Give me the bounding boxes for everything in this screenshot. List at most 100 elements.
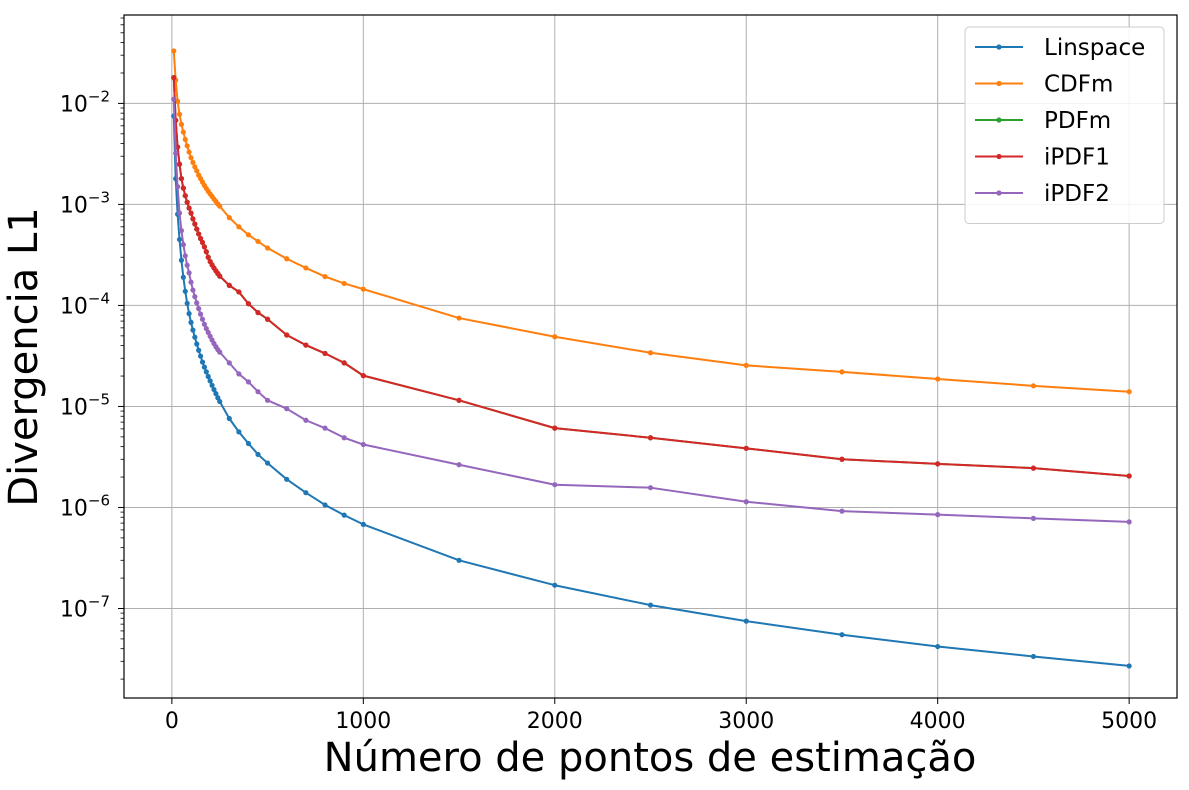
data-point-ipdf1 — [552, 426, 557, 431]
data-point-ipdf2 — [198, 312, 203, 317]
data-point-cdfm — [935, 376, 940, 381]
data-point-ipdf2 — [236, 371, 241, 376]
y-tick-label: 10−3 — [60, 188, 110, 218]
legend-label-linspace: Linspace — [1044, 35, 1145, 61]
legend-marker-ipdf1 — [996, 154, 1001, 159]
data-point-ipdf1 — [183, 193, 188, 198]
y-tick-label: 10−7 — [60, 592, 110, 622]
data-point-ipdf1 — [192, 221, 197, 226]
data-point-ipdf1 — [190, 216, 195, 221]
data-point-ipdf1 — [177, 162, 182, 167]
data-point-ipdf1 — [171, 75, 176, 80]
x-axis-title: Número de pontos de estimação — [324, 735, 977, 781]
data-point-cdfm — [265, 245, 270, 250]
data-point-cdfm — [179, 122, 184, 127]
data-point-ipdf2 — [322, 426, 327, 431]
legend-label-cdfm: CDFm — [1044, 72, 1113, 98]
data-point-ipdf2 — [284, 406, 289, 411]
data-point-ipdf1 — [185, 200, 190, 205]
data-point-ipdf2 — [227, 360, 232, 365]
data-point-cdfm — [181, 129, 186, 134]
data-point-ipdf2 — [744, 499, 749, 504]
y-axis-title: Divergencia L1 — [1, 207, 47, 506]
data-point-cdfm — [648, 350, 653, 355]
data-point-linspace — [194, 341, 199, 346]
data-point-ipdf1 — [322, 351, 327, 356]
data-point-cdfm — [361, 287, 366, 292]
legend[interactable]: Linspace CDFm PDFm iPDF1 iPDF2 — [965, 27, 1164, 224]
data-point-cdfm — [183, 137, 188, 142]
data-point-linspace — [361, 522, 366, 527]
legend-marker-pdfm — [996, 117, 1001, 122]
data-point-linspace — [255, 452, 260, 457]
data-point-ipdf1 — [204, 249, 209, 254]
data-point-ipdf2 — [303, 418, 308, 423]
data-point-ipdf1 — [227, 283, 232, 288]
x-tick-label: 2000 — [527, 709, 583, 734]
data-point-cdfm — [744, 363, 749, 368]
data-point-linspace — [744, 619, 749, 624]
data-point-ipdf2 — [361, 442, 366, 447]
legend-label-pdfm: PDFm — [1044, 108, 1111, 134]
data-point-ipdf2 — [173, 151, 178, 156]
x-tick-label: 0 — [165, 709, 179, 734]
data-point-linspace — [227, 416, 232, 421]
data-point-linspace — [284, 477, 289, 482]
data-point-linspace — [204, 369, 209, 374]
data-point-linspace — [183, 289, 188, 294]
data-point-cdfm — [217, 204, 222, 209]
data-point-ipdf2 — [265, 398, 270, 403]
data-point-ipdf1 — [342, 360, 347, 365]
data-point-ipdf1 — [265, 317, 270, 322]
data-point-linspace — [186, 311, 191, 316]
y-tick-label: 10−2 — [60, 87, 110, 117]
data-point-cdfm — [227, 215, 232, 220]
data-point-ipdf1 — [196, 231, 201, 236]
legend-marker-cdfm — [996, 81, 1001, 86]
data-point-ipdf2 — [190, 287, 195, 292]
data-point-ipdf2 — [196, 306, 201, 311]
data-point-ipdf2 — [192, 294, 197, 299]
data-point-linspace — [179, 258, 184, 263]
data-point-linspace — [303, 490, 308, 495]
data-point-cdfm — [177, 112, 182, 117]
data-point-ipdf2 — [194, 300, 199, 305]
data-point-ipdf2 — [217, 350, 222, 355]
data-point-ipdf1 — [194, 226, 199, 231]
x-tick-label: 3000 — [718, 709, 774, 734]
y-tick-label: 10−5 — [60, 390, 110, 420]
data-point-linspace — [1127, 663, 1132, 668]
data-point-ipdf1 — [935, 461, 940, 466]
data-point-ipdf2 — [186, 270, 191, 275]
data-point-linspace — [185, 301, 190, 306]
data-point-ipdf1 — [839, 457, 844, 462]
data-point-ipdf2 — [1127, 519, 1132, 524]
data-point-linspace — [1031, 654, 1036, 659]
data-point-linspace — [190, 327, 195, 332]
data-point-ipdf2 — [177, 211, 182, 216]
legend-marker-ipdf2 — [996, 190, 1001, 195]
x-tick-label: 1000 — [335, 709, 391, 734]
data-point-ipdf2 — [200, 317, 205, 322]
data-point-ipdf2 — [342, 435, 347, 440]
data-point-cdfm — [246, 232, 251, 237]
data-point-linspace — [196, 348, 201, 353]
x-tick-label: 4000 — [910, 709, 966, 734]
data-point-cdfm — [342, 281, 347, 286]
data-point-ipdf2 — [552, 482, 557, 487]
data-point-ipdf1 — [186, 205, 191, 210]
x-tick-label: 5000 — [1101, 709, 1157, 734]
data-point-ipdf1 — [1031, 466, 1036, 471]
data-point-ipdf1 — [179, 176, 184, 181]
legend-marker-linspace — [996, 44, 1001, 49]
data-point-ipdf1 — [1127, 473, 1132, 478]
data-point-linspace — [217, 399, 222, 404]
data-point-linspace — [177, 237, 182, 242]
data-point-ipdf2 — [839, 509, 844, 514]
data-point-ipdf1 — [456, 398, 461, 403]
data-point-linspace — [202, 365, 207, 370]
data-point-linspace — [648, 603, 653, 608]
data-point-ipdf2 — [935, 512, 940, 517]
data-point-linspace — [246, 441, 251, 446]
